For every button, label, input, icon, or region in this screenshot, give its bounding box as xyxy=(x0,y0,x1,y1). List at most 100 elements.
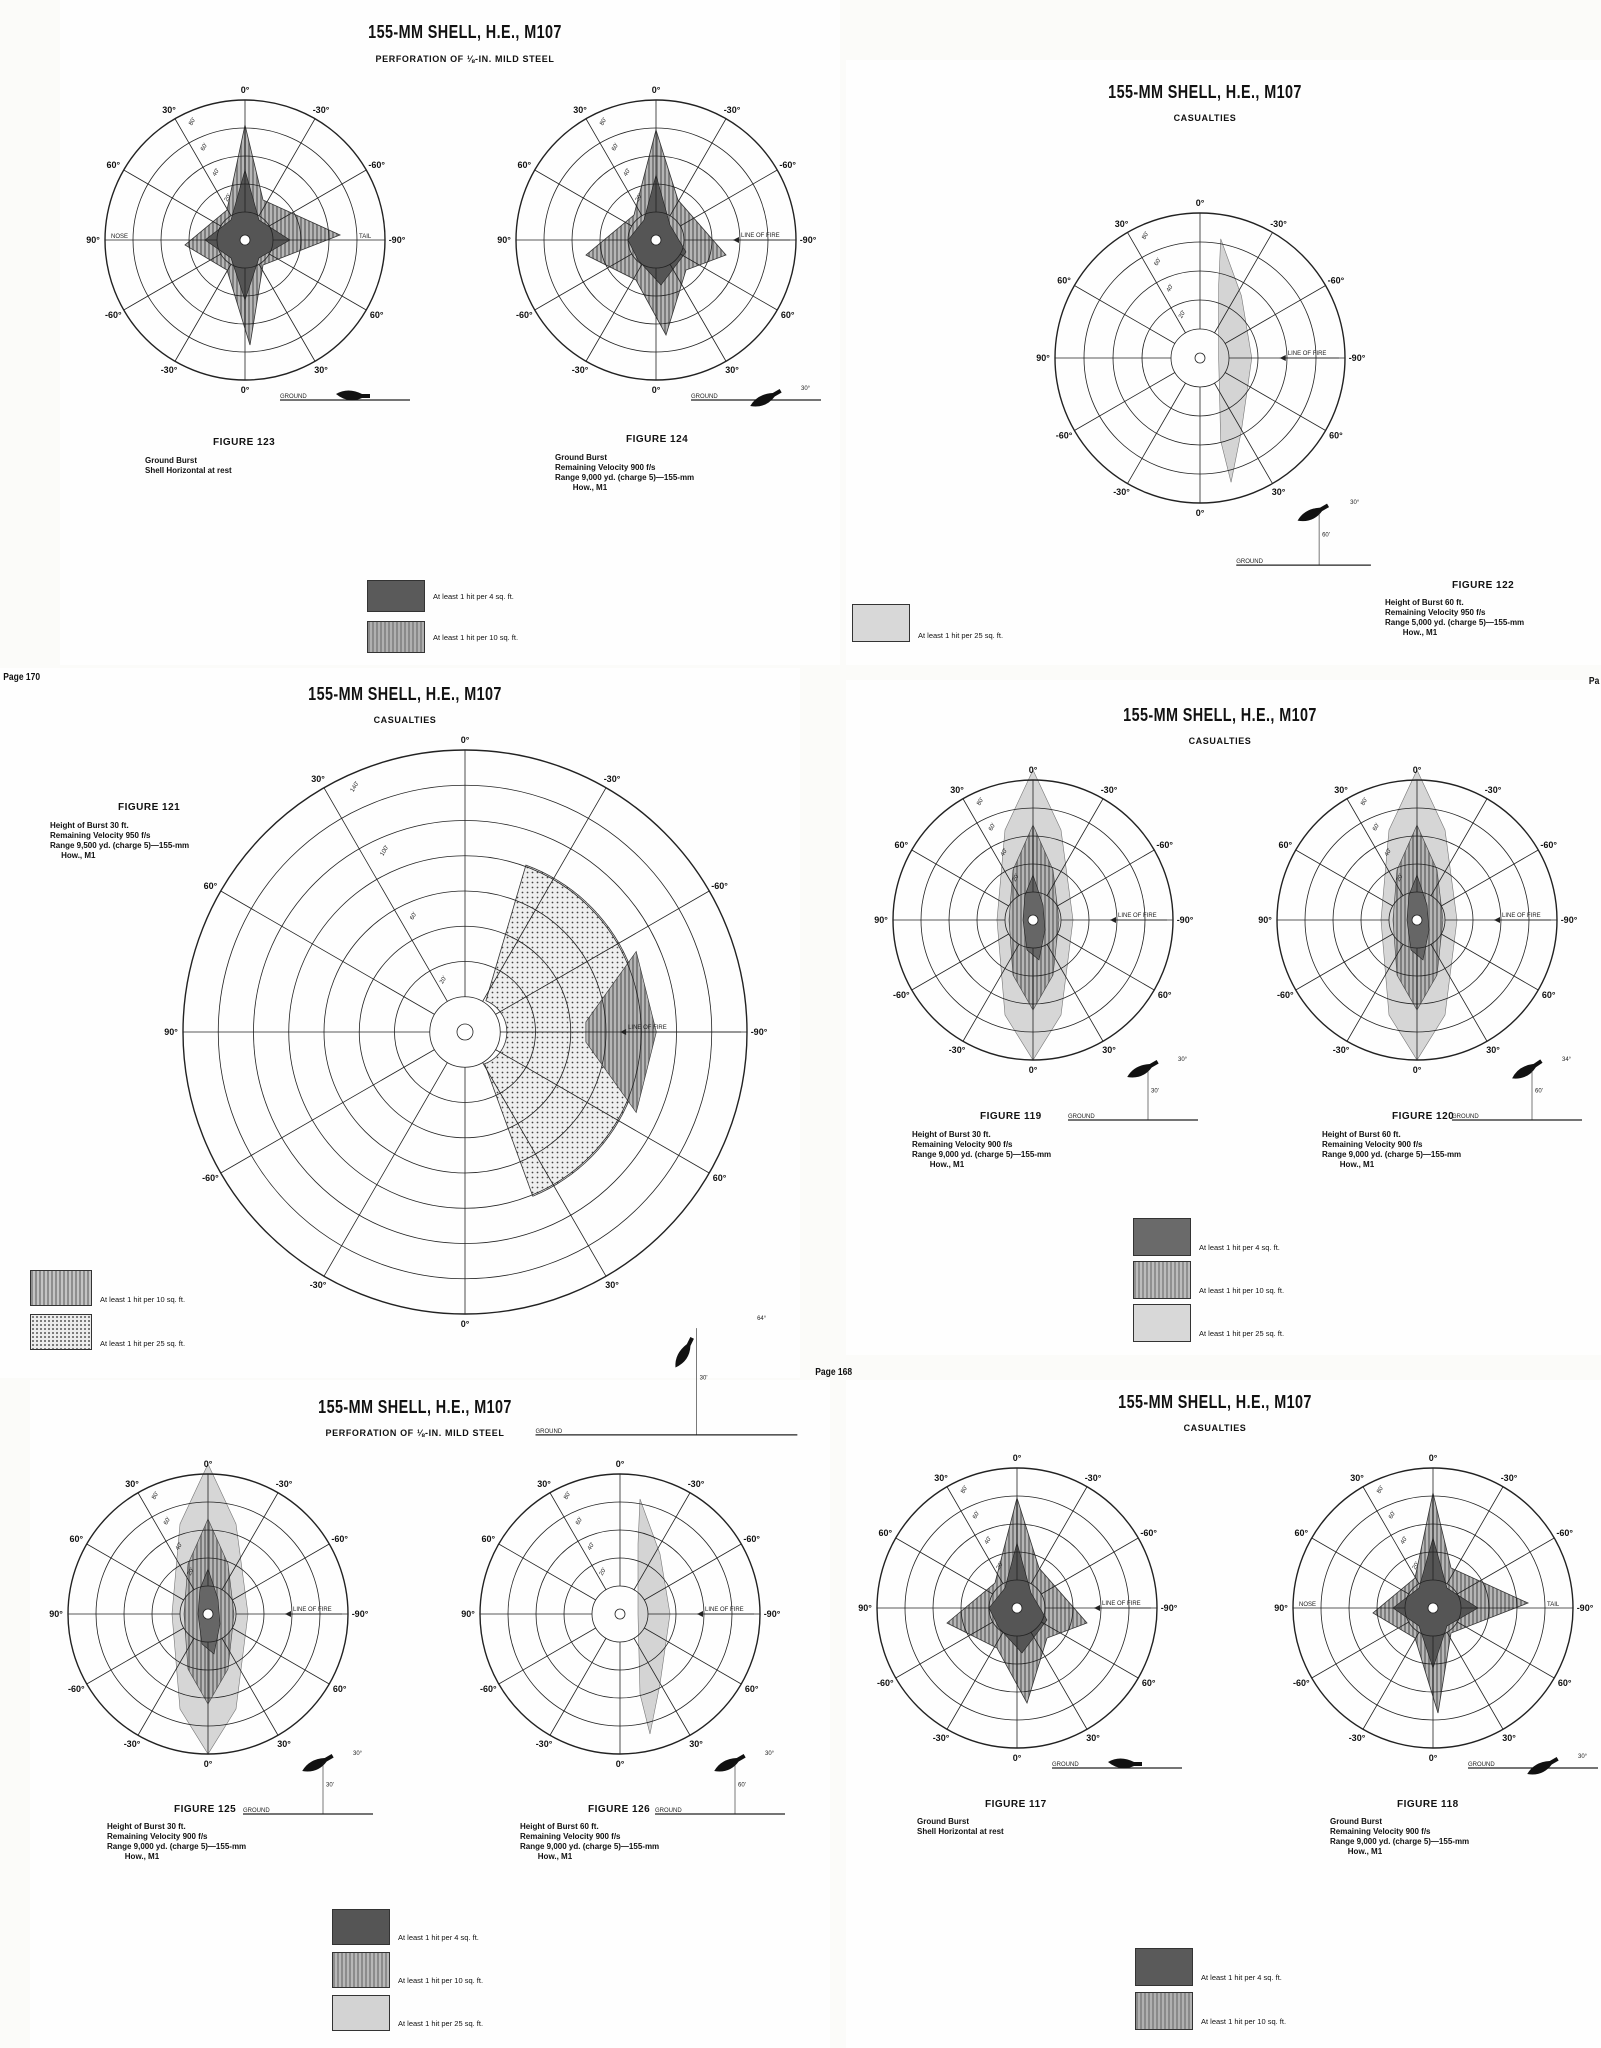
angle-label: 0° xyxy=(616,1459,625,1469)
angle-label: -60° xyxy=(877,1678,894,1688)
page-number-partial: Pa xyxy=(1588,676,1600,687)
ring-distance-label: 60' xyxy=(163,1516,172,1526)
figure-label: FIGURE 117 xyxy=(985,1799,1047,1810)
page-number-170: Page 170 xyxy=(3,672,41,683)
angle-spoke xyxy=(1127,232,1186,334)
line-of-fire-label: LINE OF FIRE xyxy=(1288,351,1327,357)
ring-distance-label: 60' xyxy=(611,142,620,152)
ring-distance-label: 20' xyxy=(1012,873,1021,883)
legend-text: At least 1 hit per 10 sq. ft. xyxy=(1201,2016,1287,2026)
ground-label: GROUND xyxy=(655,1808,682,1814)
angle-spoke xyxy=(323,1062,448,1277)
burst-point-marker xyxy=(650,234,662,246)
ring-distance-label: 80' xyxy=(563,1491,572,1501)
angle-label: 0° xyxy=(461,735,470,745)
angle-spoke xyxy=(220,1049,435,1174)
arrow-head-icon xyxy=(697,1611,703,1617)
shell-icon xyxy=(1527,1757,1559,1775)
angle-label: 30° xyxy=(950,785,964,795)
arrow-head-icon xyxy=(1094,1605,1100,1611)
angle-spoke xyxy=(269,169,367,227)
ring-distance-label: 140' xyxy=(350,781,361,794)
angle-spoke xyxy=(174,118,232,216)
angle-spoke xyxy=(534,253,632,311)
angle-spoke xyxy=(221,1638,279,1736)
angle-label: -90° xyxy=(751,1027,768,1037)
angle-spoke xyxy=(1446,1486,1504,1584)
angle-label: 60° xyxy=(518,160,532,170)
angle-label: 60° xyxy=(713,1173,727,1183)
angle-label: -30° xyxy=(933,1733,950,1743)
angle-spoke xyxy=(1457,1621,1555,1679)
ring-distance-label: 40' xyxy=(984,1536,993,1546)
impact-angle-label: 30° xyxy=(1350,500,1360,506)
angle-label: 30° xyxy=(725,365,739,375)
angle-spoke xyxy=(1311,1621,1409,1679)
ring-distance-label: 20' xyxy=(1396,873,1405,883)
ring-distance-label: 20' xyxy=(996,1561,1005,1571)
panel-bottom-right xyxy=(846,1380,1601,2048)
burst-point-marker xyxy=(202,1608,214,1620)
angle-label: 0° xyxy=(461,1319,470,1329)
angle-spoke xyxy=(137,1492,195,1590)
figure-caption: Ground Burst Shell Horizontal at rest xyxy=(145,456,232,475)
angle-label: -60° xyxy=(1556,1528,1573,1538)
angle-label: -60° xyxy=(480,1684,497,1694)
shell-icon xyxy=(336,390,370,401)
nose-label: NOSE xyxy=(111,234,128,240)
angle-label: -30° xyxy=(688,1479,705,1489)
tail-label: TAIL xyxy=(1547,1602,1560,1608)
angle-label: 60° xyxy=(333,1684,347,1694)
angle-spoke xyxy=(232,1627,330,1685)
angle-spoke xyxy=(911,933,1009,991)
shell-icon xyxy=(1127,1060,1159,1078)
angle-label: 30° xyxy=(934,1473,948,1483)
angle-label: -30° xyxy=(604,774,621,784)
angle-spoke xyxy=(946,1632,1004,1730)
figure-caption: Ground Burst Shell Horizontal at rest xyxy=(917,1817,1004,1836)
ring-distance-label: 20' xyxy=(439,975,448,985)
angle-label: 90° xyxy=(1258,915,1272,925)
legend-item: At least 1 hit per 4 sq. ft. xyxy=(367,580,514,612)
legend-item: At least 1 hit per 25 sq. ft. xyxy=(332,1995,483,2031)
height-of-burst-label: 30' xyxy=(1151,1089,1159,1095)
ring-distance-label: 80' xyxy=(1360,797,1369,807)
angle-label: 60° xyxy=(70,1534,84,1544)
legend-swatch-light xyxy=(852,604,910,642)
angle-spoke xyxy=(123,169,221,227)
ground-label: GROUND xyxy=(1236,559,1263,565)
line-of-fire-label: LINE OF FIRE xyxy=(705,1607,744,1613)
angle-label: 60° xyxy=(482,1534,496,1544)
ring-distance-label: 40' xyxy=(175,1542,184,1552)
angle-label: 0° xyxy=(652,385,661,395)
ring-distance-label: 20' xyxy=(635,193,644,203)
legend-item: At least 1 hit per 10 sq. ft. xyxy=(1133,1261,1284,1299)
angle-spoke xyxy=(1362,1486,1420,1584)
angle-label: -90° xyxy=(800,235,817,245)
ground-label: GROUND xyxy=(1068,1114,1095,1120)
legend-text: At least 1 hit per 4 sq. ft. xyxy=(433,591,514,601)
legend-text: At least 1 hit per 4 sq. ft. xyxy=(398,1932,479,1942)
angle-label: 60° xyxy=(1329,431,1343,441)
ring-distance-label: 80' xyxy=(1376,1485,1385,1495)
impact-angle-label: 30° xyxy=(801,386,811,392)
legend-text: At least 1 hit per 25 sq. ft. xyxy=(918,630,1004,640)
burst-point-marker xyxy=(239,234,251,246)
angle-label: -60° xyxy=(516,310,533,320)
ring-distance-label: 60' xyxy=(200,142,209,152)
angle-label: -60° xyxy=(711,881,728,891)
ground-label: GROUND xyxy=(691,394,718,400)
angle-spoke xyxy=(1214,382,1273,484)
angle-spoke xyxy=(258,264,316,362)
angle-spoke xyxy=(644,1627,742,1685)
panel-mid-left xyxy=(0,668,800,1378)
legend-swatch-light xyxy=(332,1995,390,2031)
figure-caption: Height of Burst 60 ft. Remaining Velocit… xyxy=(1322,1130,1462,1169)
arrow-head-icon xyxy=(1110,917,1116,923)
angle-spoke xyxy=(669,118,727,216)
angle-label: 60° xyxy=(895,840,909,850)
panel-subtitle: CASUALTIES xyxy=(373,715,437,725)
angle-spoke xyxy=(644,1543,742,1601)
